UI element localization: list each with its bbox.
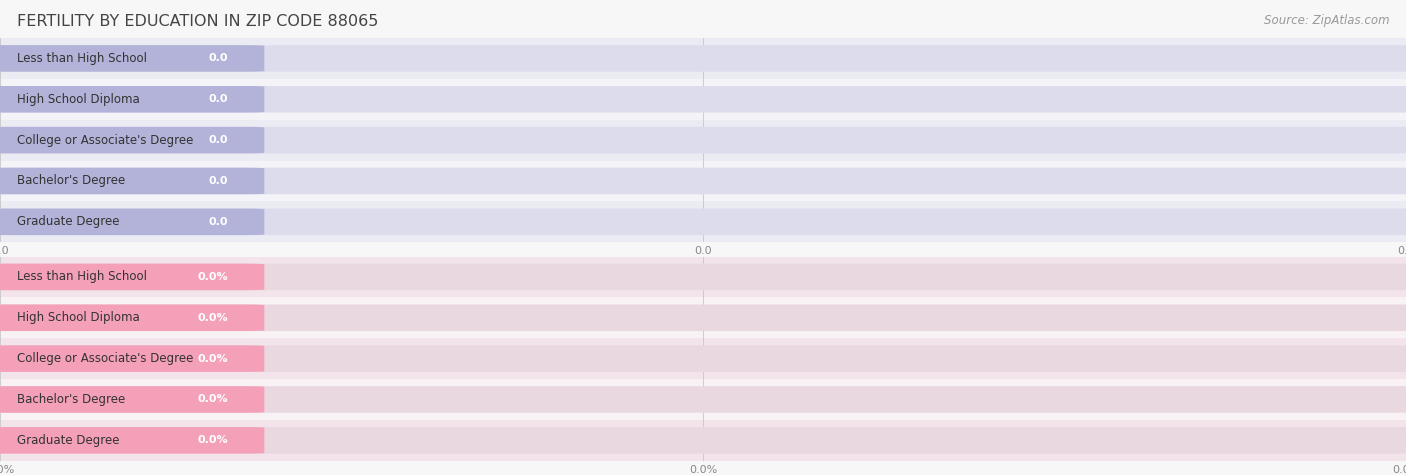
FancyBboxPatch shape <box>0 345 264 372</box>
Text: 0.0%: 0.0% <box>197 272 228 282</box>
Text: Bachelor's Degree: Bachelor's Degree <box>17 393 125 406</box>
Text: Graduate Degree: Graduate Degree <box>17 215 120 228</box>
FancyBboxPatch shape <box>0 264 264 290</box>
Text: FERTILITY BY EDUCATION IN ZIP CODE 88065: FERTILITY BY EDUCATION IN ZIP CODE 88065 <box>17 14 378 29</box>
Bar <box>0 379 1406 420</box>
FancyBboxPatch shape <box>0 209 264 235</box>
Text: 0.0%: 0.0% <box>197 435 228 446</box>
FancyBboxPatch shape <box>0 168 264 194</box>
Bar <box>0 256 1406 297</box>
Text: Bachelor's Degree: Bachelor's Degree <box>17 174 125 188</box>
FancyBboxPatch shape <box>0 127 1406 153</box>
FancyBboxPatch shape <box>0 45 1406 72</box>
Text: Less than High School: Less than High School <box>17 270 146 284</box>
FancyBboxPatch shape <box>0 386 1406 413</box>
FancyBboxPatch shape <box>0 386 264 413</box>
FancyBboxPatch shape <box>0 345 1406 372</box>
Text: 0.0%: 0.0% <box>197 394 228 405</box>
FancyBboxPatch shape <box>0 304 264 331</box>
Bar <box>0 120 1406 161</box>
Text: College or Associate's Degree: College or Associate's Degree <box>17 352 193 365</box>
Bar <box>0 201 1406 242</box>
FancyBboxPatch shape <box>0 45 264 72</box>
FancyBboxPatch shape <box>0 304 1406 331</box>
FancyBboxPatch shape <box>0 86 264 113</box>
Bar <box>0 38 1406 79</box>
FancyBboxPatch shape <box>0 168 1406 194</box>
FancyBboxPatch shape <box>0 264 1406 290</box>
Text: 0.0: 0.0 <box>208 176 228 186</box>
FancyBboxPatch shape <box>0 427 264 454</box>
Text: Source: ZipAtlas.com: Source: ZipAtlas.com <box>1264 14 1389 27</box>
FancyBboxPatch shape <box>0 127 264 153</box>
FancyBboxPatch shape <box>0 427 1406 454</box>
Text: High School Diploma: High School Diploma <box>17 93 139 106</box>
Bar <box>0 338 1406 379</box>
Text: 0.0: 0.0 <box>208 135 228 145</box>
Text: College or Associate's Degree: College or Associate's Degree <box>17 133 193 147</box>
FancyBboxPatch shape <box>0 209 1406 235</box>
Bar <box>0 297 1406 338</box>
Bar <box>0 79 1406 120</box>
Text: 0.0: 0.0 <box>208 94 228 104</box>
Text: 0.0: 0.0 <box>208 217 228 227</box>
Bar <box>0 420 1406 461</box>
Bar <box>0 161 1406 201</box>
Text: 0.0: 0.0 <box>208 53 228 64</box>
Text: Graduate Degree: Graduate Degree <box>17 434 120 447</box>
Text: 0.0%: 0.0% <box>197 313 228 323</box>
Text: High School Diploma: High School Diploma <box>17 311 139 324</box>
Text: 0.0%: 0.0% <box>197 353 228 364</box>
FancyBboxPatch shape <box>0 86 1406 113</box>
Text: Less than High School: Less than High School <box>17 52 146 65</box>
